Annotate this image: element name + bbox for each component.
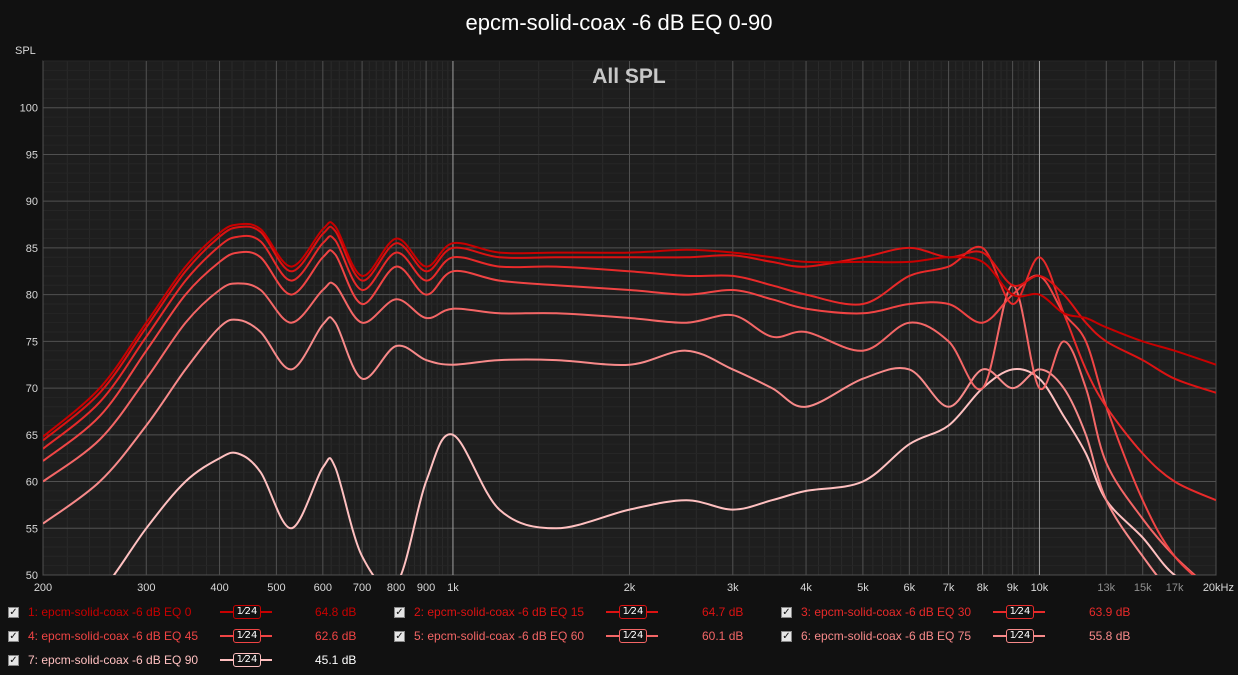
- y-tick-label: 50: [26, 570, 38, 582]
- checkbox[interactable]: ✓: [8, 606, 19, 618]
- checkbox[interactable]: ✓: [394, 606, 405, 618]
- x-tick-label: 9k: [1007, 582, 1019, 594]
- smoothing-button[interactable]: 1⁄24: [233, 605, 261, 619]
- legend-level: 64.7 dB: [702, 605, 744, 619]
- x-tick-label: 7k: [943, 582, 955, 594]
- checkbox[interactable]: ✓: [394, 630, 405, 642]
- legend-label: 3: epcm-solid-coax -6 dB EQ 30: [801, 605, 972, 619]
- checkbox[interactable]: ✓: [8, 630, 19, 642]
- smoothing-button[interactable]: 1⁄24: [1006, 605, 1034, 619]
- smoothing-button[interactable]: 1⁄24: [233, 629, 261, 643]
- checkbox[interactable]: ✓: [781, 606, 792, 618]
- legend-item: ✓ 3: epcm-solid-coax -6 dB EQ 30 1⁄24 63…: [781, 602, 1130, 622]
- series-line: [112, 368, 1177, 575]
- smoothing-button[interactable]: 1⁄24: [233, 653, 261, 667]
- x-tick-label: 600: [314, 582, 332, 594]
- x-tick-label: 17k: [1166, 582, 1184, 594]
- legend-item: ✓ 7: epcm-solid-coax -6 dB EQ 90 1⁄24 45…: [8, 650, 356, 670]
- y-tick-label: 60: [26, 477, 38, 489]
- y-tick-label: 85: [26, 243, 38, 255]
- x-tick-label: 900: [417, 582, 435, 594]
- series-line: [43, 281, 1197, 575]
- y-axis-label: SPL: [15, 45, 36, 57]
- legend-item: ✓ 4: epcm-solid-coax -6 dB EQ 45 1⁄24 62…: [8, 626, 356, 646]
- smoothing-button[interactable]: 1⁄24: [619, 605, 647, 619]
- legend-label: 7: epcm-solid-coax -6 dB EQ 90: [28, 653, 199, 667]
- smoothing-button[interactable]: 1⁄24: [1006, 629, 1034, 643]
- legend-level: 45.1 dB: [315, 653, 357, 667]
- series-line: [43, 221, 1216, 438]
- x-tick-label: 8k: [977, 582, 989, 594]
- series-line: [43, 225, 1216, 442]
- x-tick-label: 300: [137, 582, 155, 594]
- spl-chart: epcm-solid-coax -6 dB EQ 0-90 All SPL SP…: [15, 10, 1234, 594]
- y-tick-label: 70: [26, 383, 38, 395]
- checkbox[interactable]: ✓: [8, 654, 19, 666]
- x-tick-label: 1k: [447, 582, 459, 594]
- legend-item: ✓ 2: epcm-solid-coax -6 dB EQ 15 1⁄24 64…: [394, 602, 743, 622]
- x-tick-label: 4k: [800, 582, 812, 594]
- y-tick-label: 65: [26, 430, 38, 442]
- x-tick-label: 3k: [727, 582, 739, 594]
- y-tick-label: 100: [20, 103, 38, 115]
- y-tick-label: 55: [26, 523, 38, 535]
- series-line: [43, 316, 1158, 575]
- x-tick-label: 10k: [1031, 582, 1049, 594]
- x-tick-label: 13k: [1097, 582, 1115, 594]
- plot-subtitle: All SPL: [592, 65, 666, 88]
- x-tick-label: 700: [353, 582, 371, 594]
- x-tick-label: 200: [34, 582, 52, 594]
- legend-label: 2: epcm-solid-coax -6 dB EQ 15: [414, 605, 585, 619]
- legend-item: ✓ 5: epcm-solid-coax -6 dB EQ 60 1⁄24 60…: [394, 626, 743, 646]
- legend-label: 4: epcm-solid-coax -6 dB EQ 45: [28, 629, 199, 643]
- x-tick-label: 6k: [904, 582, 916, 594]
- legend-level: 63.9 dB: [1089, 605, 1131, 619]
- y-tick-label: 75: [26, 336, 38, 348]
- x-tick-label: 20kHz: [1203, 582, 1234, 594]
- legend-level: 62.6 dB: [315, 629, 357, 643]
- x-axis: 200 300 400 500 600 700 800 900 1k 2k 3k 4k 5k 6k 7k 8k…: [34, 582, 1234, 594]
- legend-item: ✓ 6: epcm-solid-coax -6 dB EQ 75 1⁄24 55…: [781, 626, 1130, 646]
- legend-level: 55.8 dB: [1089, 629, 1131, 643]
- smoothing-button[interactable]: 1⁄24: [619, 629, 647, 643]
- x-tick-label: 15k: [1134, 582, 1152, 594]
- x-tick-label: 5k: [857, 582, 869, 594]
- x-tick-label: 800: [387, 582, 405, 594]
- series-group: [43, 221, 1216, 575]
- legend-level: 64.8 dB: [315, 605, 357, 619]
- legend-label: 1: epcm-solid-coax -6 dB EQ 0: [28, 605, 192, 619]
- y-tick-label: 90: [26, 196, 38, 208]
- x-tick-label: 500: [267, 582, 285, 594]
- legend-label: 6: epcm-solid-coax -6 dB EQ 75: [801, 629, 972, 643]
- y-tick-label: 95: [26, 149, 38, 161]
- x-tick-label: 400: [210, 582, 228, 594]
- legend-label: 5: epcm-solid-coax -6 dB EQ 60: [414, 629, 585, 643]
- y-axis: 50 55 60 65 70 75 80 85 90 95 100: [20, 103, 38, 582]
- x-tick-label: 2k: [624, 582, 636, 594]
- y-tick-label: 80: [26, 290, 38, 302]
- legend-level: 60.1 dB: [702, 629, 744, 643]
- chart-title: epcm-solid-coax -6 dB EQ 0-90: [466, 10, 773, 35]
- legend-item: ✓ 1: epcm-solid-coax -6 dB EQ 0 1⁄24 64.…: [8, 602, 356, 622]
- checkbox[interactable]: ✓: [781, 630, 792, 642]
